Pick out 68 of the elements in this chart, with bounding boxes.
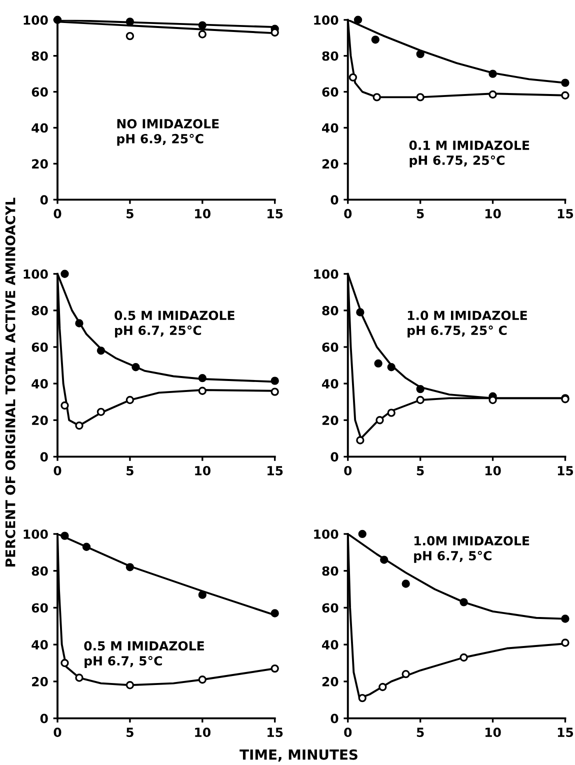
- x-tick-label: 5: [126, 728, 134, 738]
- y-tick-label: 80: [32, 566, 48, 576]
- y-tick-label: 100: [24, 529, 48, 539]
- y-tick-label: 100: [314, 15, 338, 25]
- annotation: NO IMIDAZOLE pH 6.9, 25°C: [117, 118, 219, 146]
- y-tick-label: 0: [330, 195, 338, 205]
- y-tick-label: 80: [322, 306, 338, 316]
- x-tick-label: 15: [558, 466, 574, 476]
- annotation: 1.0M IMIDAZOLE pH 6.7, 5°C: [414, 536, 530, 563]
- x-tick-label: 15: [558, 728, 574, 738]
- x-tick-label: 10: [485, 466, 501, 476]
- x-tick-label: 0: [54, 728, 62, 738]
- y-tick-label: 60: [322, 87, 338, 97]
- y-tick-label: 100: [24, 15, 48, 25]
- y-axis-title: PERCENT OF ORIGINAL TOTAL ACTIVE AMINOACYL: [5, 198, 16, 566]
- x-tick-label: 0: [344, 466, 352, 476]
- y-tick-label: 100: [24, 269, 48, 279]
- y-tick-label: 60: [32, 342, 48, 352]
- annotation: 0.5 M IMIDAZOLE pH 6.7, 5°C: [84, 641, 204, 668]
- y-tick-label: 0: [40, 452, 48, 462]
- x-tick-label: 0: [344, 728, 352, 738]
- x-tick-label: 10: [485, 728, 501, 738]
- y-tick-label: 100: [314, 269, 338, 279]
- y-tick-label: 0: [330, 452, 338, 462]
- y-tick-label: 40: [322, 640, 338, 650]
- y-tick-label: 40: [32, 640, 48, 650]
- x-tick-label: 10: [195, 208, 210, 218]
- x-tick-label: 0: [54, 208, 62, 218]
- y-tick-label: 60: [32, 87, 48, 97]
- y-tick-label: 0: [40, 195, 48, 205]
- x-tick-label: 5: [416, 209, 424, 218]
- x-tick-label: 15: [268, 209, 283, 218]
- x-tick-label: 10: [195, 466, 210, 476]
- x-tick-label: 5: [126, 466, 134, 476]
- y-tick-label: 40: [32, 123, 48, 133]
- x-tick-label: 15: [268, 466, 283, 476]
- y-tick-label: 20: [32, 676, 48, 686]
- y-tick-label: 20: [322, 159, 338, 169]
- x-tick-label: 0: [54, 466, 62, 476]
- y-tick-label: 100: [314, 529, 338, 539]
- annotation: 0.1 M IMIDAZOLE pH 6.75, 25°C: [409, 140, 530, 168]
- y-tick-label: 80: [32, 51, 48, 61]
- y-tick-label: 20: [32, 159, 48, 169]
- x-tick-label: 5: [416, 728, 424, 738]
- y-tick-label: 40: [32, 379, 48, 388]
- annotation: 0.5 M IMIDAZOLE pH 6.7, 25°C: [114, 310, 234, 338]
- x-tick-label: 5: [126, 209, 134, 218]
- y-tick-label: 60: [322, 603, 338, 613]
- y-tick-label: 20: [322, 676, 338, 686]
- y-tick-label: 80: [322, 566, 338, 576]
- y-tick-label: 60: [32, 603, 48, 613]
- annotation: 1.0 M IMIDAZOLE pH 6.75, 25° C: [408, 310, 527, 338]
- y-tick-label: 80: [32, 306, 48, 316]
- y-tick-label: 20: [32, 416, 48, 426]
- x-axis-title: TIME, MINUTES: [240, 749, 358, 762]
- x-tick-label: 5: [416, 466, 424, 476]
- y-tick-label: 40: [322, 123, 338, 133]
- y-tick-label: 0: [40, 714, 48, 724]
- y-tick-label: 80: [322, 51, 338, 61]
- x-tick-label: 15: [558, 209, 574, 218]
- y-tick-label: 20: [322, 416, 338, 426]
- x-tick-label: 0: [344, 208, 352, 218]
- y-tick-label: 40: [322, 379, 338, 388]
- y-tick-label: 0: [330, 714, 338, 724]
- x-tick-label: 15: [268, 728, 283, 738]
- y-tick-label: 60: [322, 342, 338, 352]
- x-tick-label: 10: [195, 728, 210, 738]
- x-tick-label: 10: [485, 208, 501, 218]
